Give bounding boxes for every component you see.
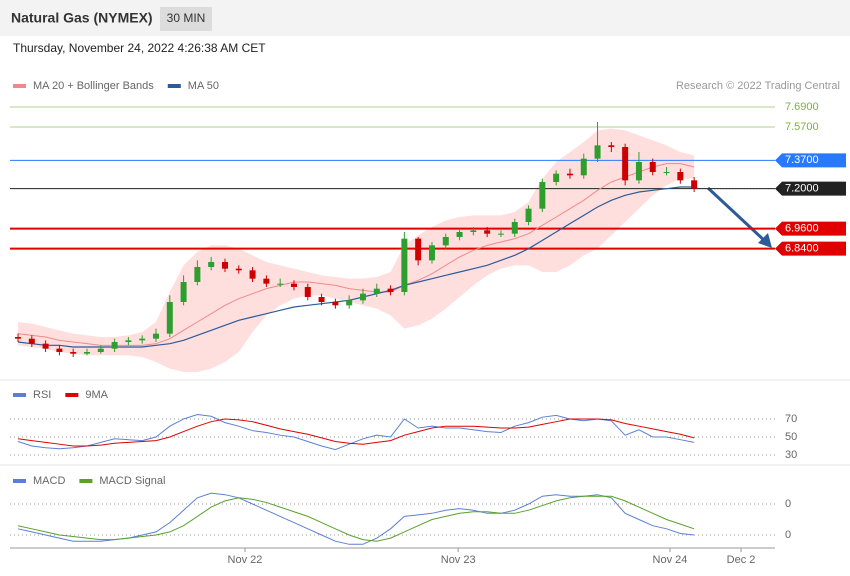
forecast-arrowhead [758,233,772,248]
legend-swatch [167,84,181,88]
candle-body [221,262,228,269]
candle-body [608,145,615,147]
header-bar [0,0,850,36]
candle-body [484,230,491,234]
candle-body [290,283,297,287]
candle-body [139,338,146,341]
legend-label: RSI [33,389,51,401]
y-tick-label: 70 [785,413,797,425]
legend-swatch [79,479,93,483]
legend-swatch [65,393,79,397]
legend-label: 9MA [85,389,108,401]
candle-body [249,270,256,279]
y-tick-label: 0 [785,498,791,510]
candle-body [180,282,187,302]
level-label: 7.2000 [785,183,819,195]
indicator-line [17,413,695,451]
candle-body [83,352,90,354]
candle-body [208,262,215,267]
x-tick-label: Dec 2 [727,554,756,566]
candle-body [125,340,132,342]
date: Thursday, November 24, 2022 4:26:38 AM C… [13,41,266,55]
candle-body [28,338,35,344]
legend-swatch [13,479,26,483]
legend-label: MA 50 [188,80,219,92]
y-tick-label: 0 [785,529,791,541]
candle-body [235,268,242,271]
level-tag [775,181,846,196]
candle-body [111,342,118,349]
ma20-line [17,163,695,346]
candle-body [97,348,104,352]
y-tick-label: 30 [785,449,797,461]
level-label: 7.5700 [785,121,819,133]
candle-body [594,145,601,159]
candle-body [580,158,587,176]
candle-body [442,237,449,246]
forecast-arrow [706,186,768,244]
candle-body [152,333,159,339]
candle-body [497,233,504,235]
level-tag [775,153,846,168]
candle-body [304,287,311,297]
copyright: Research © 2022 Trading Central [676,80,840,92]
candle-body [511,222,518,234]
legend-label: MACD [33,475,65,487]
level-label: 6.8400 [785,243,819,255]
candle-body [42,343,49,349]
y-tick-label: 50 [785,431,797,443]
candle-body [263,278,270,284]
candle-body [428,245,435,261]
x-tick-label: Nov 23 [441,554,476,566]
candle-body [691,180,698,189]
candle-body [70,352,77,354]
indicator-line [17,495,695,542]
level-tag [775,241,846,256]
legend-label: MA 20 + Bollinger Bands [33,80,154,92]
legend-label: MACD Signal [99,475,165,487]
candle-body [359,293,366,301]
legend-swatch [13,84,26,88]
timeframe[interactable]: 30 MIN [167,11,206,25]
candle-body [15,337,22,339]
candle-body [663,172,670,173]
candle-body [456,232,463,237]
level-tag [775,221,846,236]
candle-body [566,173,573,176]
indicator-line [17,492,695,545]
candle-body [277,283,284,285]
candle-body [539,182,546,209]
bollinger-band [18,128,695,372]
candle-body [470,230,477,232]
candle-body [622,147,629,181]
candle-body [56,348,63,352]
candle-body [415,238,422,261]
candle-body [346,300,353,306]
indicator-line [17,418,695,447]
candle-body [677,172,684,181]
instrument-title: Natural Gas (NYMEX) [11,10,153,26]
candle-body [553,173,560,182]
candle-body [332,302,339,306]
candle-body [373,288,380,294]
candle-body [635,162,642,181]
candle-body [525,208,532,222]
level-label: 7.6900 [785,101,819,113]
candle-body [649,162,656,172]
level-label: 7.3700 [785,154,819,166]
timeframe-badge [160,7,212,31]
candle-body [194,267,201,282]
legend-swatch [13,393,26,397]
x-tick-label: Nov 22 [228,554,263,566]
candle-body [401,238,408,292]
candle-body [166,302,173,334]
candle-body [387,288,394,292]
level-label: 6.9600 [785,223,819,235]
ma50-line [17,186,695,348]
x-tick-label: Nov 24 [653,554,688,566]
candle-body [318,297,325,302]
